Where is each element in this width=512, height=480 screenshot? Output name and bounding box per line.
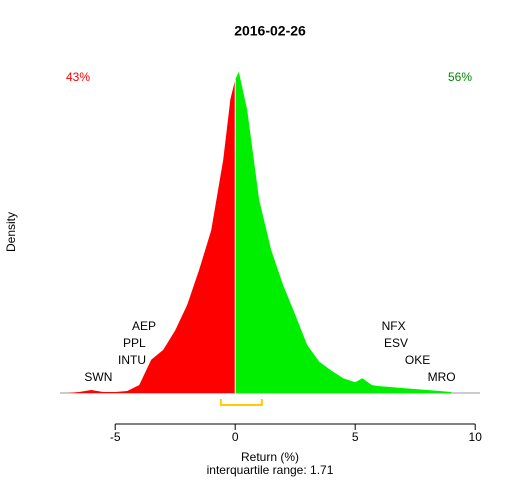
stock-label: INTU bbox=[118, 353, 146, 367]
stock-label: AEP bbox=[132, 319, 156, 333]
stock-label: NFX bbox=[382, 319, 406, 333]
share-label: 43% bbox=[66, 70, 90, 84]
stock-label: ESV bbox=[384, 336, 408, 350]
density-negative bbox=[67, 79, 236, 394]
x-tick-label: 5 bbox=[352, 430, 359, 444]
chart-title: 2016-02-26 bbox=[234, 23, 306, 39]
x-tick-label: 10 bbox=[469, 430, 483, 444]
stock-label: SWN bbox=[84, 370, 112, 384]
x-tick-label: -5 bbox=[110, 430, 121, 444]
x-axis-label: Return (%) bbox=[241, 450, 299, 464]
iqr-bracket bbox=[219, 399, 263, 406]
subtitle: interquartile range: 1.71 bbox=[207, 463, 334, 477]
y-axis-label: Density bbox=[4, 212, 18, 252]
stock-label: PPL bbox=[123, 336, 146, 350]
density-positive bbox=[235, 71, 452, 394]
stock-label: MRO bbox=[428, 370, 456, 384]
x-tick-label: 0 bbox=[232, 430, 239, 444]
stock-label: OKE bbox=[405, 353, 430, 367]
share-label: 56% bbox=[448, 70, 472, 84]
